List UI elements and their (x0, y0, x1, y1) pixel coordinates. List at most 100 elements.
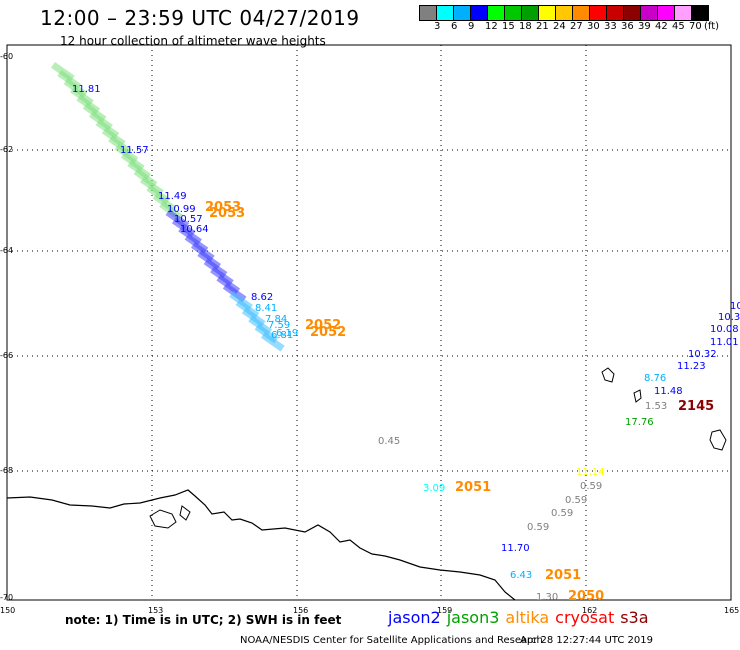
wave-height-reading: 11.49 (158, 191, 187, 202)
legend-label: 21 (536, 21, 549, 32)
satellite-name: jason3 (446, 608, 500, 627)
jason3-track (50, 62, 285, 352)
legend-label: 36 (621, 21, 634, 32)
map-frame (6, 44, 732, 601)
satellite-legend: jason2 jason3 altika cryosat s3a (388, 608, 655, 627)
legend-swatch (419, 5, 437, 21)
pass-time-label: 2051 (455, 480, 491, 495)
legend-label: 30 (587, 21, 600, 32)
wave-height-reading: 10.99 (167, 204, 196, 215)
legend-label: 12 (485, 21, 498, 32)
footer-note: note: 1) Time is in UTC; 2) SWH is in fe… (65, 613, 342, 627)
wave-height-reading: 11.70 (501, 543, 530, 554)
satellite-name: altika (505, 608, 550, 627)
island-outline (149, 509, 177, 529)
longitude-label: 159 (437, 606, 452, 615)
legend-swatch (691, 5, 709, 21)
latitude-label: -66 (0, 351, 13, 360)
legend-label: 27 (570, 21, 583, 32)
wave-height-reading: 10.57 (174, 214, 203, 225)
latitude-label: -70 (0, 593, 13, 602)
legend-label: 42 (655, 21, 668, 32)
pass-time-label: 2051 (545, 568, 581, 583)
wave-height-reading: 11.14 (576, 467, 605, 478)
satellite-name: s3a (620, 608, 649, 627)
longitude-label: 156 (293, 606, 308, 615)
legend-label: 18 (519, 21, 532, 32)
legend-label: 9 (468, 21, 475, 32)
wave-height-reading: 7.84 (265, 314, 287, 325)
legend-swatch (674, 5, 692, 21)
map-subtitle: 12 hour collection of altimeter wave hei… (60, 34, 326, 48)
wave-height-reading: 0.59 (551, 508, 573, 519)
wave-height-reading: 0.59 (565, 495, 587, 506)
legend-label: 24 (553, 21, 566, 32)
legend-swatch (589, 5, 607, 21)
legend-swatch (470, 5, 488, 21)
legend-swatch (657, 5, 675, 21)
legend-swatch (487, 5, 505, 21)
wave-height-reading: 6.43 (510, 570, 532, 581)
longitude-label: 162 (582, 606, 597, 615)
generated-timestamp: Apr 28 12:27:44 UTC 2019 (520, 635, 653, 646)
legend-label: 45 (672, 21, 685, 32)
island-outline (179, 505, 191, 521)
latitude-label: -60 (0, 52, 13, 61)
pass-time-label: 2053 (209, 206, 245, 221)
satellite-name: jason2 (388, 608, 441, 627)
island-outline (633, 389, 642, 403)
clipped-reading: 10 (730, 301, 740, 312)
antarctic-coastline (6, 489, 516, 601)
wave-height-reading: 7.59 (268, 320, 290, 331)
legend-swatch (572, 5, 590, 21)
legend-label: 39 (638, 21, 651, 32)
wave-height-reading: 10.08 (710, 324, 739, 335)
map-title: 12:00 – 23:59 UTC 04/27/2019 (40, 6, 360, 30)
longitude-label: 150 (0, 606, 15, 615)
wave-height-reading: 0.45 (378, 436, 400, 447)
credit-line: NOAA/NESDIS Center for Satellite Applica… (240, 635, 543, 646)
legend-swatch (640, 5, 658, 21)
wave-height-reading: 11.81 (72, 84, 101, 95)
legend-label: 15 (502, 21, 515, 32)
wave-height-reading: 8.62 (251, 292, 273, 303)
satellite-name: cryosat (555, 608, 615, 627)
island-outline (709, 429, 727, 451)
wave-height-reading: 11.57 (120, 145, 149, 156)
wave-height-reading: 0.59 (580, 481, 602, 492)
pass-time-label: 2052 (310, 325, 346, 340)
wave-height-reading: 1.53 (645, 401, 667, 412)
island-outline (601, 367, 615, 383)
wave-height-reading: 3.09 (423, 483, 445, 494)
longitude-label: 165 (724, 606, 739, 615)
pass-time-label: 2050 (568, 589, 604, 604)
pass-time-label: 2052 (305, 318, 341, 333)
legend-label: 3 (434, 21, 441, 32)
latitude-label: -68 (0, 466, 13, 475)
legend-swatch (436, 5, 454, 21)
wave-height-reading: 17.76 (625, 417, 654, 428)
clipped-reading: 10.3 (718, 312, 740, 323)
graticule (7, 45, 731, 600)
legend-swatch (623, 5, 641, 21)
wave-height-reading: 0.59 (527, 522, 549, 533)
color-scale-legend (419, 5, 709, 21)
latitude-label: -62 (0, 145, 13, 154)
legend-swatch (555, 5, 573, 21)
latitude-label: -64 (0, 246, 13, 255)
legend-label: 70 (689, 21, 702, 32)
wave-height-reading: 6.19 (276, 328, 298, 339)
pass-time-label: 2145 (678, 399, 714, 414)
wave-height-reading: 11.48 (654, 386, 683, 397)
legend-swatch (453, 5, 471, 21)
wave-height-reading: 8.76 (644, 373, 666, 384)
color-scale-labels: 3 6 9 12 15 18 21 24 27 30 33 36 39 42 45 70 (ft) (420, 21, 740, 35)
wave-height-reading: 10.32 (688, 349, 717, 360)
legend-swatch (521, 5, 539, 21)
wave-height-reading: 6.81 (271, 330, 293, 341)
wave-height-reading: 11.23 (677, 361, 706, 372)
legend-label: 6 (451, 21, 458, 32)
legend-swatch (606, 5, 624, 21)
longitude-label: 153 (148, 606, 163, 615)
